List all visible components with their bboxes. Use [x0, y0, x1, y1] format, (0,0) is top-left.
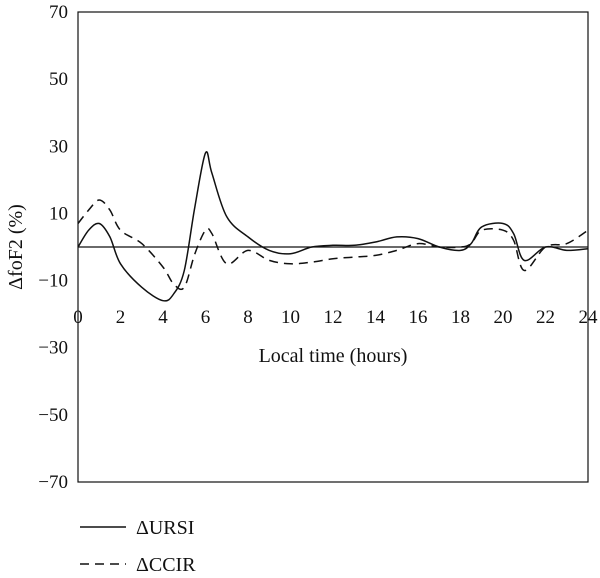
y-tick-label: −50: [38, 405, 68, 426]
y-tick-label: 30: [49, 136, 68, 157]
y-tick-label: −10: [38, 271, 68, 292]
y-tick-label: 10: [49, 203, 68, 224]
x-tick-label: 24: [579, 307, 599, 328]
series-ccir-line: [77, 199, 589, 291]
x-tick-label: 16: [409, 307, 428, 328]
x-tick-label: 20: [494, 307, 513, 328]
x-axis-label: Local time (hours): [259, 345, 408, 367]
x-tick-label: 0: [73, 307, 83, 328]
y-tick-label: −30: [38, 338, 68, 359]
x-tick-label: 6: [201, 307, 211, 328]
y-tick-label: −70: [38, 472, 68, 493]
x-tick-label: 8: [243, 307, 253, 328]
y-tick-label: 50: [49, 69, 68, 90]
series-lines: [77, 151, 589, 302]
legend: ΔURSI ΔCCIR: [80, 517, 196, 576]
y-axis-label: ΔfoF2 (%): [5, 204, 27, 290]
series-ursi-line: [77, 151, 589, 302]
x-tick-label: 10: [281, 307, 300, 328]
legend-label-ursi: ΔURSI: [136, 517, 194, 539]
x-tick-label: 4: [158, 307, 168, 328]
x-tick-label: 12: [324, 307, 343, 328]
x-tick-label: 14: [366, 307, 386, 328]
x-tick-label: 2: [116, 307, 126, 328]
y-tick-label: 70: [49, 2, 68, 23]
x-tick-label: 22: [536, 307, 555, 328]
legend-label-ccir: ΔCCIR: [136, 554, 196, 576]
x-tick-label: 18: [451, 307, 470, 328]
